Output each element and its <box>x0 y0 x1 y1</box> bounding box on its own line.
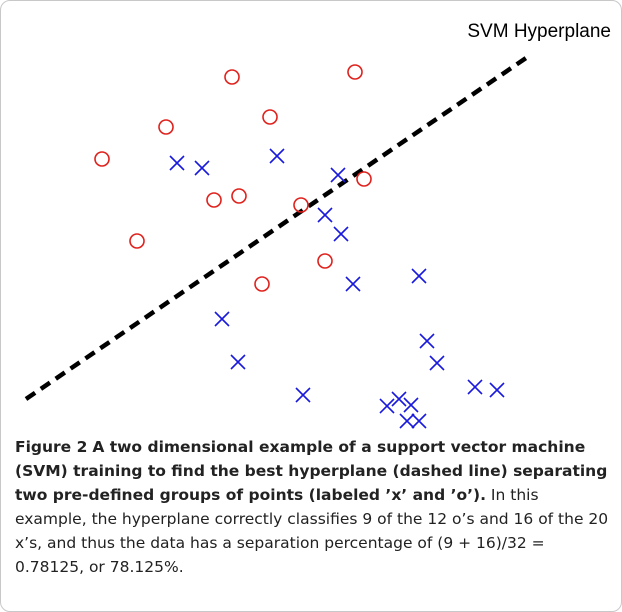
point <box>129 233 145 249</box>
point <box>429 355 445 371</box>
point <box>419 333 435 349</box>
point <box>158 119 174 135</box>
point <box>262 109 278 125</box>
point <box>214 311 230 327</box>
point <box>489 382 505 398</box>
point <box>293 197 309 213</box>
caption: Figure 2 A two dimensional example of a … <box>15 435 611 579</box>
point <box>295 387 311 403</box>
point <box>403 397 419 413</box>
point <box>399 413 415 429</box>
point <box>330 167 346 183</box>
point <box>356 171 372 187</box>
point <box>269 148 285 164</box>
point <box>333 226 349 242</box>
point <box>391 391 407 407</box>
chart: SVM Hyperplane <box>24 21 611 429</box>
point <box>411 268 427 284</box>
point <box>411 413 427 429</box>
caption-label: Figure 2 <box>15 438 88 456</box>
point <box>231 188 247 204</box>
point <box>254 276 270 292</box>
annotation: SVM Hyperplane <box>467 21 611 42</box>
point <box>230 354 246 370</box>
point <box>379 398 395 414</box>
point <box>206 192 222 208</box>
point <box>317 207 333 223</box>
point <box>194 160 210 176</box>
point <box>94 151 110 167</box>
point <box>317 253 333 269</box>
caption-text: In this example, the hyperplane correctl… <box>15 486 609 576</box>
point <box>169 155 185 171</box>
caption-bold: A two dimensional example of a support v… <box>15 438 608 504</box>
point <box>467 379 483 395</box>
point <box>224 69 240 85</box>
hyperplane <box>24 56 528 401</box>
point <box>345 276 361 292</box>
point <box>347 64 363 80</box>
